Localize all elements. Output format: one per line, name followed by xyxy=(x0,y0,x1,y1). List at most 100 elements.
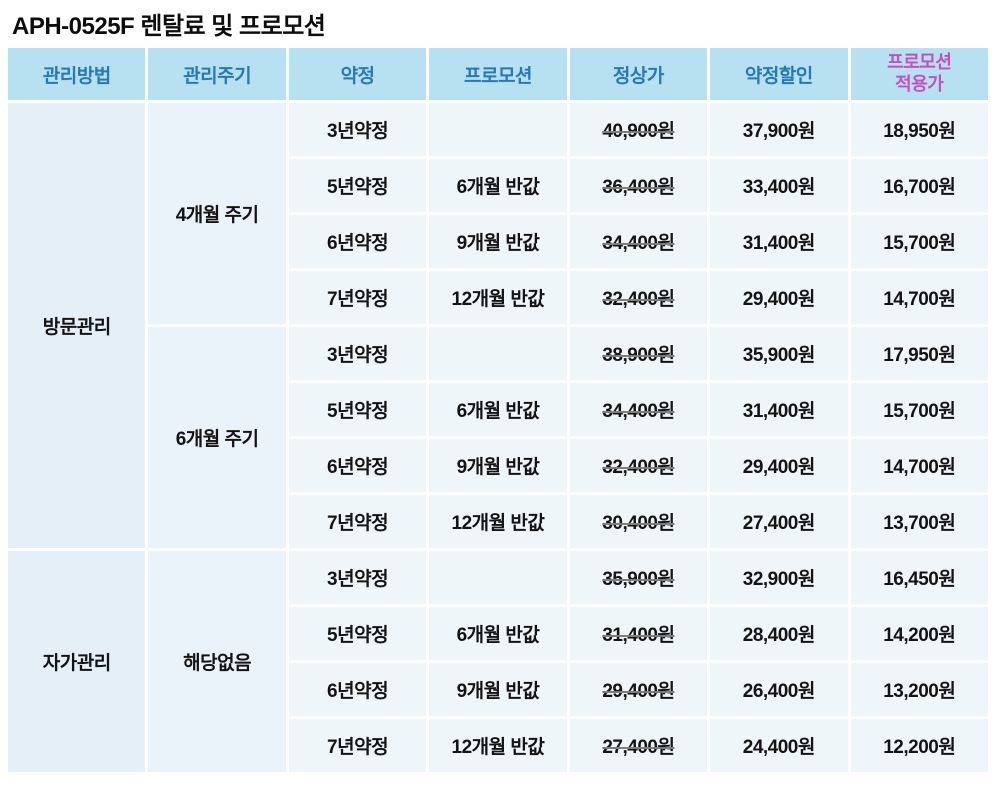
cell-contract-discount: 27,400원 xyxy=(710,495,848,548)
cell-promotion xyxy=(429,551,567,604)
regular-price-text: 36,400원 xyxy=(602,177,675,198)
cell-promo-price: 14,700원 xyxy=(850,271,988,324)
table-row: 5년약정 6개월 반값 34,400원 31,400원 15,700원 xyxy=(8,383,988,436)
cell-contract-discount: 33,400원 xyxy=(710,159,848,212)
cell-regular-price: 38,900원 xyxy=(569,327,708,380)
table-row: 방문관리 4개월 주기 3년약정 40,900원 37,900원 18,950원 xyxy=(8,103,988,548)
regular-price-text: 34,400원 xyxy=(602,401,675,422)
cell-regular-price: 40,900원 xyxy=(569,103,708,156)
cell-contract: 6년약정 xyxy=(288,439,427,492)
cell-promo-price: 12,200원 xyxy=(850,719,988,772)
cell-regular-price: 32,400원 xyxy=(569,271,708,324)
table-row: 6개월 주기 3년약정 38,900원 35,900원 17,950원 xyxy=(8,327,988,548)
table-row: 7년약정 12개월 반값 30,400원 27,400원 13,700원 xyxy=(8,495,988,548)
cell-regular-price: 31,400원 xyxy=(569,607,708,660)
cell-contract: 3년약정 xyxy=(288,327,427,380)
cell-contract-discount: 31,400원 xyxy=(710,215,848,268)
cell-regular-price: 27,400원 xyxy=(569,719,708,772)
header-row: 관리방법 관리주기 약정 프로모션 정상가 약정할인 프로모션 적용가 xyxy=(8,48,988,100)
regular-price-text: 34,400원 xyxy=(602,233,675,254)
cell-contract: 5년약정 xyxy=(288,383,427,436)
cell-contract-discount: 37,900원 xyxy=(710,103,848,156)
cell-contract: 3년약정 xyxy=(288,103,427,156)
cell-contract-discount: 26,400원 xyxy=(710,663,848,716)
header-contract-discount: 약정할인 xyxy=(710,48,848,100)
cell-contract-discount: 32,900원 xyxy=(710,551,848,604)
header-contract: 약정 xyxy=(288,48,427,100)
cell-contract: 3년약정 xyxy=(288,551,427,604)
cell-promotion: 6개월 반값 xyxy=(429,607,567,660)
rental-price-table: 관리방법 관리주기 약정 프로모션 정상가 약정할인 프로모션 적용가 방문관리… xyxy=(5,45,991,775)
regular-price-text: 27,400원 xyxy=(602,737,675,758)
table-row: 6년약정 9개월 반값 29,400원 26,400원 13,200원 xyxy=(8,663,988,716)
cell-regular-price: 36,400원 xyxy=(569,159,708,212)
header-regular-price: 정상가 xyxy=(569,48,708,100)
cell-promo-price: 16,700원 xyxy=(850,159,988,212)
table-row: 5년약정 6개월 반값 31,400원 28,400원 14,200원 xyxy=(8,607,988,660)
cell-cycle-none: 해당없음 xyxy=(148,551,286,772)
table-body: 방문관리 4개월 주기 3년약정 40,900원 37,900원 18,950원… xyxy=(8,103,988,772)
regular-price-text: 32,400원 xyxy=(602,457,675,478)
cell-promotion: 12개월 반값 xyxy=(429,271,567,324)
table-header: 관리방법 관리주기 약정 프로모션 정상가 약정할인 프로모션 적용가 xyxy=(8,48,988,100)
cell-contract: 6년약정 xyxy=(288,215,427,268)
regular-price-text: 32,400원 xyxy=(602,289,675,310)
cell-regular-price: 29,400원 xyxy=(569,663,708,716)
cell-contract-discount: 35,900원 xyxy=(710,327,848,380)
cell-promo-price: 15,700원 xyxy=(850,215,988,268)
regular-price-text: 38,900원 xyxy=(602,345,675,366)
table-row: 6년약정 9개월 반값 32,400원 29,400원 14,700원 xyxy=(8,439,988,492)
cell-promo-price: 15,700원 xyxy=(850,383,988,436)
cell-contract: 6년약정 xyxy=(288,663,427,716)
cell-promo-price: 16,450원 xyxy=(850,551,988,604)
regular-price-text: 35,900원 xyxy=(602,569,675,590)
cell-method-self: 자가관리 xyxy=(8,551,146,772)
cell-promotion: 6개월 반값 xyxy=(429,159,567,212)
cell-promo-price: 13,700원 xyxy=(850,495,988,548)
cell-promo-price: 13,200원 xyxy=(850,663,988,716)
table-row: 자가관리 해당없음 3년약정 35,900원 32,900원 16,450원 xyxy=(8,551,988,772)
table-row: 7년약정 12개월 반값 32,400원 29,400원 14,700원 xyxy=(8,271,988,324)
cell-cycle-4month: 4개월 주기 xyxy=(148,103,286,324)
header-promo-price-line1: 프로모션 xyxy=(887,52,952,73)
cell-promotion: 9개월 반값 xyxy=(429,215,567,268)
cell-contract: 5년약정 xyxy=(288,159,427,212)
cell-promotion xyxy=(429,103,567,156)
cell-regular-price: 34,400원 xyxy=(569,215,708,268)
header-method: 관리방법 xyxy=(8,48,146,100)
cell-promo-price: 14,200원 xyxy=(850,607,988,660)
cell-promotion: 12개월 반값 xyxy=(429,719,567,772)
cell-regular-price: 34,400원 xyxy=(569,383,708,436)
cell-contract-discount: 29,400원 xyxy=(710,439,848,492)
cell-contract-discount: 24,400원 xyxy=(710,719,848,772)
cell-contract-discount: 29,400원 xyxy=(710,271,848,324)
page-title: APH-0525F 렌탈료 및 프로모션 xyxy=(12,13,326,40)
regular-price-text: 30,400원 xyxy=(602,513,675,534)
cell-promotion xyxy=(429,327,567,380)
cell-contract-discount: 28,400원 xyxy=(710,607,848,660)
cell-promotion: 9개월 반값 xyxy=(429,439,567,492)
cell-promo-price: 14,700원 xyxy=(850,439,988,492)
cell-promotion: 6개월 반값 xyxy=(429,383,567,436)
cell-promo-price: 17,950원 xyxy=(850,327,988,380)
cell-promotion: 12개월 반값 xyxy=(429,495,567,548)
table-row: 7년약정 12개월 반값 27,400원 24,400원 12,200원 xyxy=(8,719,988,772)
cell-promotion: 9개월 반값 xyxy=(429,663,567,716)
regular-price-text: 31,400원 xyxy=(602,625,675,646)
cell-contract: 5년약정 xyxy=(288,607,427,660)
header-promotion: 프로모션 xyxy=(429,48,567,100)
header-promo-price-line2: 적용가 xyxy=(895,74,944,94)
cell-regular-price: 32,400원 xyxy=(569,439,708,492)
cell-contract: 7년약정 xyxy=(288,719,427,772)
cell-contract: 7년약정 xyxy=(288,271,427,324)
table-row: 5년약정 6개월 반값 36,400원 33,400원 16,700원 xyxy=(8,159,988,212)
cell-method-visit: 방문관리 xyxy=(8,103,146,548)
cell-promo-price: 18,950원 xyxy=(850,103,988,156)
cell-contract: 7년약정 xyxy=(288,495,427,548)
table-row: 6년약정 9개월 반값 34,400원 31,400원 15,700원 xyxy=(8,215,988,268)
cell-contract-discount: 31,400원 xyxy=(710,383,848,436)
cell-regular-price: 35,900원 xyxy=(569,551,708,604)
header-cycle: 관리주기 xyxy=(148,48,286,100)
regular-price-text: 40,900원 xyxy=(602,121,675,142)
